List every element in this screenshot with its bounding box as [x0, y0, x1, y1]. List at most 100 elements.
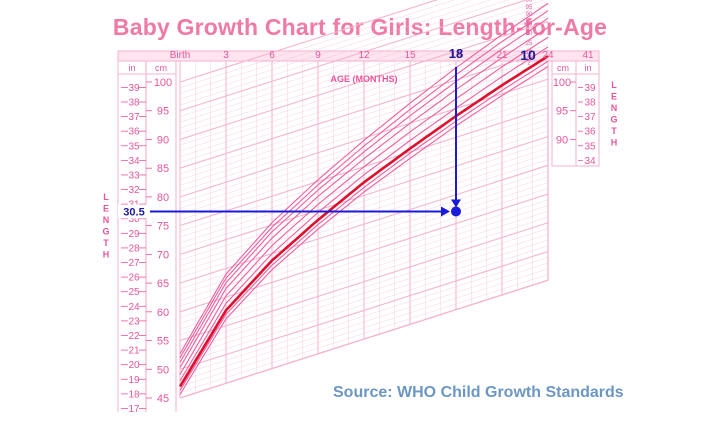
grid-bottom-edge	[179, 279, 549, 399]
percentile-label: 25	[526, 41, 533, 47]
inch-tick-label: 19	[128, 375, 140, 386]
inch-tick-label: 36	[128, 127, 140, 138]
percentile-curve-10	[178, 55, 549, 388]
annotation: 10 30.5 18	[118, 46, 536, 219]
inch-tick-label: 21	[128, 346, 140, 357]
length-axis-letter: L	[103, 192, 109, 202]
x-tick-label: 9	[315, 50, 321, 61]
inch-tick-label: 34	[128, 156, 140, 167]
inch-tick-label: 22	[128, 331, 140, 342]
length-axis-letter: E	[103, 204, 109, 214]
cm-tick-label: 100	[154, 77, 172, 89]
percentile-curve-25	[179, 46, 549, 382]
cm-tick-label: 95	[157, 106, 169, 118]
percentile-label: 2	[527, 61, 531, 67]
x-tick-label: 15	[404, 50, 416, 61]
right-inch-unit-label: in	[584, 63, 591, 73]
right-length-axis-letter: H	[611, 138, 618, 148]
cm-tick-label: 70	[157, 249, 169, 261]
x-tick-label: Birth	[170, 50, 191, 61]
cm-tick-label: 90	[157, 134, 169, 146]
x-axis-title: AGE (MONTHS)	[331, 74, 398, 84]
right-inch-tick-label: 34	[584, 156, 596, 167]
grid	[117, 0, 600, 399]
right-cm-tick-label: 90	[556, 134, 568, 146]
inch-tick-label: 39	[128, 83, 140, 94]
inch-tick-label: 38	[128, 97, 140, 108]
right-cm-tick-label: 100	[553, 77, 571, 89]
cm-tick-label: 50	[157, 364, 169, 376]
length-axis-letter: H	[103, 250, 110, 260]
inch-tick-label: 35	[128, 141, 140, 152]
percentile-label: 10	[526, 50, 533, 56]
inch-tick-label: 17	[128, 404, 140, 415]
measurement-point	[451, 206, 461, 217]
inch-tick-label: 26	[128, 273, 140, 284]
x-tick-label: 24	[542, 50, 554, 61]
top-right-tick-label: 41	[582, 50, 594, 61]
right-length-axis-letter: E	[611, 92, 617, 102]
percentile-curve-5	[179, 60, 549, 391]
percentile-label: 98	[526, 0, 533, 3]
cm-tick-label: 45	[157, 393, 169, 405]
inch-tick-label: 28	[128, 243, 140, 254]
length-arrow-head	[441, 206, 450, 217]
cm-tick-label: 55	[157, 336, 169, 348]
percentile-curve-98	[179, 2, 549, 355]
percentile-curve-50	[179, 36, 549, 375]
right-inch-tick-label: 35	[584, 141, 596, 152]
age-arrow-head	[451, 199, 461, 208]
length-axis-letter: G	[102, 227, 109, 237]
inch-tick-label: 30	[128, 214, 140, 225]
inch-tick-label: 29	[128, 229, 140, 240]
right-inch-tick-label: 36	[584, 127, 596, 138]
inch-unit-label: in	[128, 63, 135, 73]
inch-tick-label: 33	[128, 170, 140, 181]
right-length-axis-letter: G	[610, 115, 617, 125]
age-value-label: 18	[449, 46, 463, 61]
inch-tick-label: 32	[128, 185, 140, 196]
length-value-bg	[118, 204, 150, 219]
source-caption: Source: WHO Child Growth Standards	[333, 384, 624, 401]
inch-tick-label: 25	[128, 287, 140, 298]
inch-tick-label: 27	[128, 258, 140, 269]
x-tick-label: 3	[223, 50, 229, 61]
cm-unit-label: cm	[155, 63, 167, 73]
x-tick-label: 12	[358, 50, 370, 61]
right-length-axis-letter: N	[611, 103, 618, 113]
percentile-curve-90	[179, 17, 549, 363]
highlight-percentile-label: 10	[520, 47, 536, 63]
right-inch-tick-label: 38	[584, 97, 596, 108]
percentile-label: 75	[526, 21, 533, 27]
x-tick-label: 18	[450, 50, 462, 61]
right-length-axis-letter: T	[611, 126, 617, 136]
right-length-axis-letter: L	[611, 80, 617, 90]
length-value-label: 30.5	[123, 206, 144, 218]
axes: incm171819202122232425262728293031323334…	[102, 50, 617, 415]
inch-tick-label: 24	[128, 302, 140, 313]
cm-tick-label: 85	[157, 163, 169, 175]
percentile-curve-2	[179, 66, 549, 395]
right-cm-unit-label: cm	[557, 63, 569, 73]
x-tick-label: 6	[269, 50, 275, 61]
cm-tick-label: 65	[157, 278, 169, 290]
cm-tick-label: 75	[157, 221, 169, 233]
percentile-curve-95	[179, 10, 549, 359]
inch-tick-label: 18	[128, 389, 140, 400]
length-axis-letter: N	[103, 215, 110, 225]
percentile-label: 90	[526, 12, 533, 18]
right-inch-tick-label: 39	[584, 83, 596, 94]
top-axis-band	[117, 50, 600, 62]
percentile-label: 50	[526, 31, 533, 37]
right-cm-tick-label: 95	[556, 106, 568, 118]
inch-tick-label: 20	[128, 360, 140, 371]
cm-tick-label: 60	[157, 307, 169, 319]
percentile-label: 5	[527, 55, 531, 61]
x-tick-label: 21	[496, 50, 508, 61]
inch-tick-label: 23	[128, 316, 140, 327]
percentile-label: 95	[526, 5, 533, 11]
cm-tick-label: 80	[157, 192, 169, 204]
percentile-curve-75	[179, 26, 549, 368]
